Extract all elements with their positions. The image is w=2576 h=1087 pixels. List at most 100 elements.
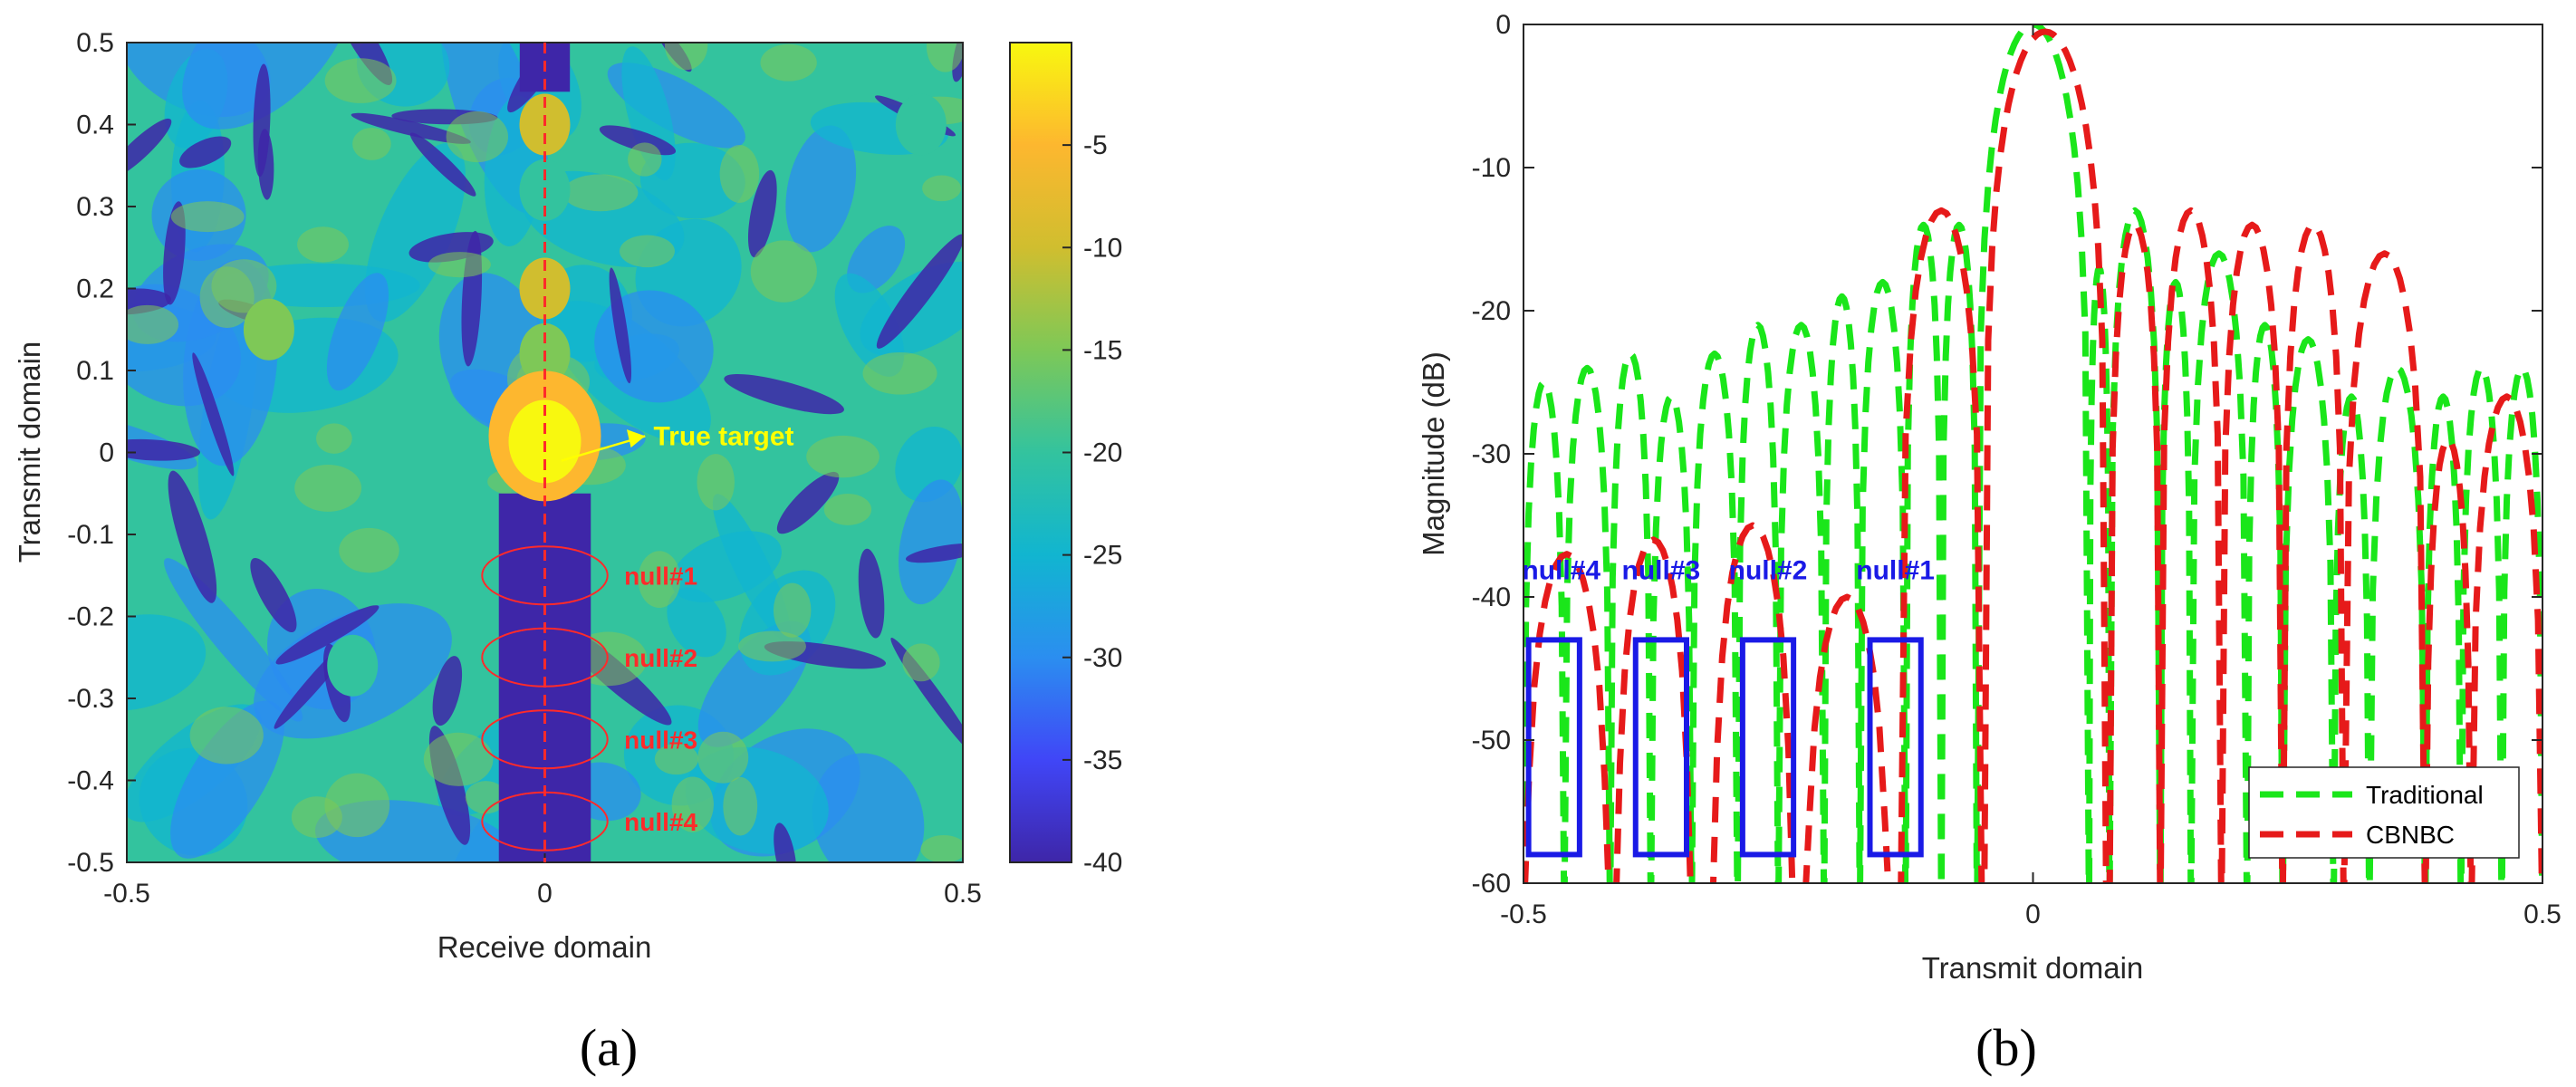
heatmap-bump [324,773,390,838]
null-box [1525,637,1582,858]
heatmap-bump [920,834,963,862]
heatmap-bump [339,527,399,573]
heatmap-null-curve [724,373,844,415]
x-tick-label: 0 [537,879,553,909]
axes-b-tick-labels: -0.5 0 0.5 0 -10 -20 -30 -40 -50 -60 [1472,10,2562,929]
heatmap-null-curve [747,169,777,258]
heatmap-null-curve [253,63,271,178]
y-tick-label: -60 [1472,869,1511,899]
colorbar-tick-label: -10 [1083,233,1122,263]
heatmap-null-curve [432,656,463,726]
null-ellipse [481,709,609,770]
legend-box [2248,766,2520,859]
colorbar-tick-label: -20 [1083,438,1122,468]
legend-label-cbnbc: CBNBC [2366,821,2455,849]
heatmap-bump [723,776,758,836]
heatmap-valley [899,479,963,605]
y-tick-label: 0 [99,438,114,468]
null-box [1632,637,1689,858]
heatmap-null-curve [275,605,380,665]
panel-a-heatmap: -0.5 0 0.5 0.5 0.4 0.3 0.2 0.1 0 -0.1 -0.2 -0.3 -0.4… [13,28,1122,964]
x-tick-label: -0.5 [1500,899,1547,929]
heatmap-null-curve [776,471,840,534]
heatmap-null-curve [905,543,963,563]
heatmap-null-curve [127,438,201,461]
colorbar-tick-label: -15 [1083,335,1122,365]
heatmap-bump [664,43,708,71]
null-ellipse [481,627,609,688]
heatmap-bump [823,493,872,525]
axes-a-ylabel: Transmit domain [13,341,46,563]
colorbar-tick-label: -30 [1083,643,1122,673]
null-label: null#3 [624,726,697,754]
heatmap-valley [164,558,303,722]
null-box [1867,637,1924,858]
y-tick-label: 0.2 [76,274,114,304]
heatmap-bump [316,423,352,454]
heatmap-bump [211,259,277,313]
null-ellipse [481,545,609,606]
heatmap-null-curve [858,548,885,639]
y-tick-label: -0.1 [67,520,114,550]
null-box-label: null#1 [1856,555,1935,585]
null-box [1739,637,1797,858]
heatmap-null-curve [774,822,797,862]
heatmap-null-curve [179,136,232,168]
heatmap-valley [365,142,466,322]
heatmap-bump [697,731,749,784]
heatmap-bump [628,142,662,177]
heatmap-bump [738,630,806,662]
heatmap-bump [671,776,714,832]
panel-label-b: (b) [1975,1018,2037,1077]
axes-a-tick-labels: -0.5 0 0.5 0.5 0.4 0.3 0.2 0.1 0 -0.1 -0.2 -0.3 -0.4… [67,28,982,909]
heatmap-peak [243,298,294,361]
colorbar-tick-label: -5 [1083,130,1108,160]
y-tick-label: -0.5 [67,848,114,878]
colorbar-tick-label: -25 [1083,541,1122,571]
heatmap-bump [428,252,491,278]
x-tick-label: 0.5 [944,879,982,909]
heatmap-bump [446,111,509,163]
heatmap-valley [182,43,351,130]
heatmap-bump [773,582,812,638]
heatmap-null-curve [351,112,471,144]
series-line-cbnbc [1523,28,2542,883]
y-tick-label: 0.5 [76,28,114,58]
heatmap-null-curve [168,470,217,603]
heatmap-bump [189,707,264,765]
axes-b-background [1523,24,2542,883]
colorbar-tick-label: -35 [1083,746,1122,775]
heatmap-bump [297,226,349,263]
heatmap-bump [862,351,937,395]
heatmap-bump [902,643,940,682]
heatmap-bump [127,304,179,344]
heatmap-valley [785,125,857,253]
null-box-label: null#4 [1522,555,1600,585]
y-tick-label: -40 [1472,582,1511,612]
y-tick-label: 0 [1495,10,1511,40]
y-tick-label: 0.1 [76,356,114,386]
heatmap-null-curve [409,132,476,197]
heatmap-bump [697,454,735,511]
axes-b-ylabel: Magnitude (dB) [1417,351,1450,556]
heatmap-bump [294,464,362,512]
heatmap-valley [812,753,925,862]
panel-a-annotations: True target null#1 null#2 null#3 null#4 [481,43,794,862]
null-label: null#4 [624,808,697,836]
heatmap-valley [639,142,745,219]
heatmap-bump [352,127,391,160]
panel-b-lineplot: null#4 null#3 null#2 null#1 -0.5 0 0.5 0 -10 -20… [1417,10,2562,985]
heatmap-bump [926,43,963,72]
heatmap-bump [170,201,245,233]
null-ellipse [481,791,609,851]
heatmap-bump [423,732,494,786]
heatmap-bump [620,235,675,268]
y-tick-label: -0.3 [67,684,114,714]
colorbar: -5 -10 -15 -20 -25 -30 -35 -40 [1009,42,1122,878]
heatmap-valley [326,273,389,391]
heatmap-null-curve [876,234,963,349]
heatmap-valley [847,226,906,293]
heatmap-peak [895,93,947,156]
colorbar-ticks: -5 -10 -15 -20 -25 -30 -35 -40 [1062,130,1122,878]
